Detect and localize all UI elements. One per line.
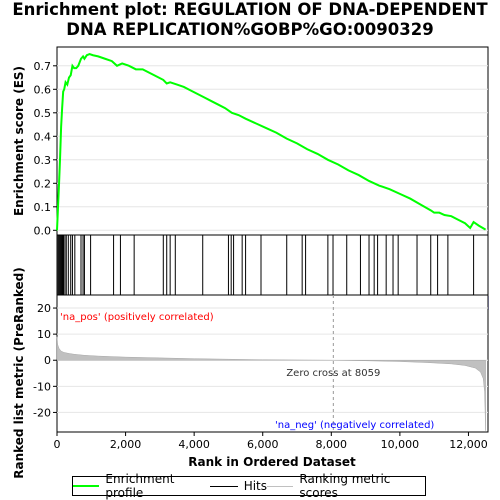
es-y-tick-label: 0.2 (34, 177, 52, 190)
metric-y-tick-label: 10 (37, 328, 51, 341)
es-y-tick-label: 0.3 (34, 154, 52, 167)
es-y-ticks: 0.0 0.1 0.2 0.3 0.4 0.5 0.6 0.7 (34, 60, 57, 237)
x-tick-label: 10,000 (381, 438, 420, 451)
hits-panel (56, 234, 489, 296)
es-y-tick-label: 0.0 (34, 224, 52, 237)
es-y-tick-label: 0.5 (34, 107, 52, 120)
metric-y-tick-label: -20 (33, 406, 51, 419)
legend-swatch-metric-icon (267, 485, 294, 487)
metric-panel: Zero cross at 8059 'na_pos' (positively … (12, 267, 489, 479)
es-gridlines (57, 65, 488, 231)
metric-y-tick-label: -10 (33, 380, 51, 393)
legend: Enrichment profile Hits Ranking metric s… (72, 472, 426, 500)
title-line-2: DNA REPLICATION%GOBP%GO:0090329 (66, 20, 434, 39)
zero-cross-label: Zero cross at 8059 (286, 368, 380, 379)
es-y-tick-label: 0.7 (34, 60, 52, 73)
es-y-tick-label: 0.4 (34, 130, 52, 143)
legend-swatch-hits-icon (209, 485, 238, 487)
metric-y-tick-label: 0 (44, 354, 51, 367)
x-axis-label: Rank in Ordered Dataset (188, 455, 356, 469)
x-tick-label: 0 (54, 438, 61, 451)
legend-label: Ranking metric scores (299, 472, 391, 500)
metric-y-axis-label: Ranked list metric (PreRanked) (12, 267, 26, 479)
legend-item-hits: Hits (209, 479, 268, 493)
legend-item-ranking-metric: Ranking metric scores (267, 472, 425, 500)
legend-label: Hits (243, 479, 268, 493)
es-plot-frame (56, 46, 489, 236)
metric-y-tick-label: 20 (37, 302, 51, 315)
x-tick-label: 4,000 (178, 438, 210, 451)
title-line-1: Enrichment plot: REGULATION OF DNA-DEPEN… (12, 0, 488, 19)
x-tick-label: 6,000 (247, 438, 279, 451)
metric-plot-frame (56, 294, 489, 433)
legend-label: Enrichment profile (105, 472, 175, 500)
es-y-tick-label: 0.1 (34, 201, 52, 214)
metric-x-ticks: 0 2,000 4,000 6,000 8,000 10,000 12,000 (54, 432, 488, 451)
es-y-tick-label: 0.6 (34, 83, 52, 96)
hit-lines (56, 235, 475, 295)
hits-frame (56, 234, 489, 296)
metric-y-ticks: -20 -10 0 10 20 (33, 302, 57, 419)
x-tick-label: 8,000 (316, 438, 348, 451)
es-y-axis-label: Enrichment score (ES) (12, 66, 26, 216)
plot-title: Enrichment plot: REGULATION OF DNA-DEPEN… (0, 0, 500, 40)
positive-correlation-label: 'na_pos' (positively correlated) (60, 312, 214, 323)
es-profile-line (56, 52, 487, 231)
negative-correlation-label: 'na_neg' (negatively correlated) (275, 420, 434, 431)
es-panel: 0.0 0.1 0.2 0.3 0.4 0.5 0.6 0.7 Enrichment scor… (12, 46, 489, 237)
metric-area (56, 336, 486, 431)
x-tick-label: 12,000 (449, 438, 488, 451)
legend-item-enrichment-profile: Enrichment profile (73, 472, 210, 500)
x-tick-label: 2,000 (110, 438, 142, 451)
legend-swatch-es-icon (73, 485, 100, 487)
